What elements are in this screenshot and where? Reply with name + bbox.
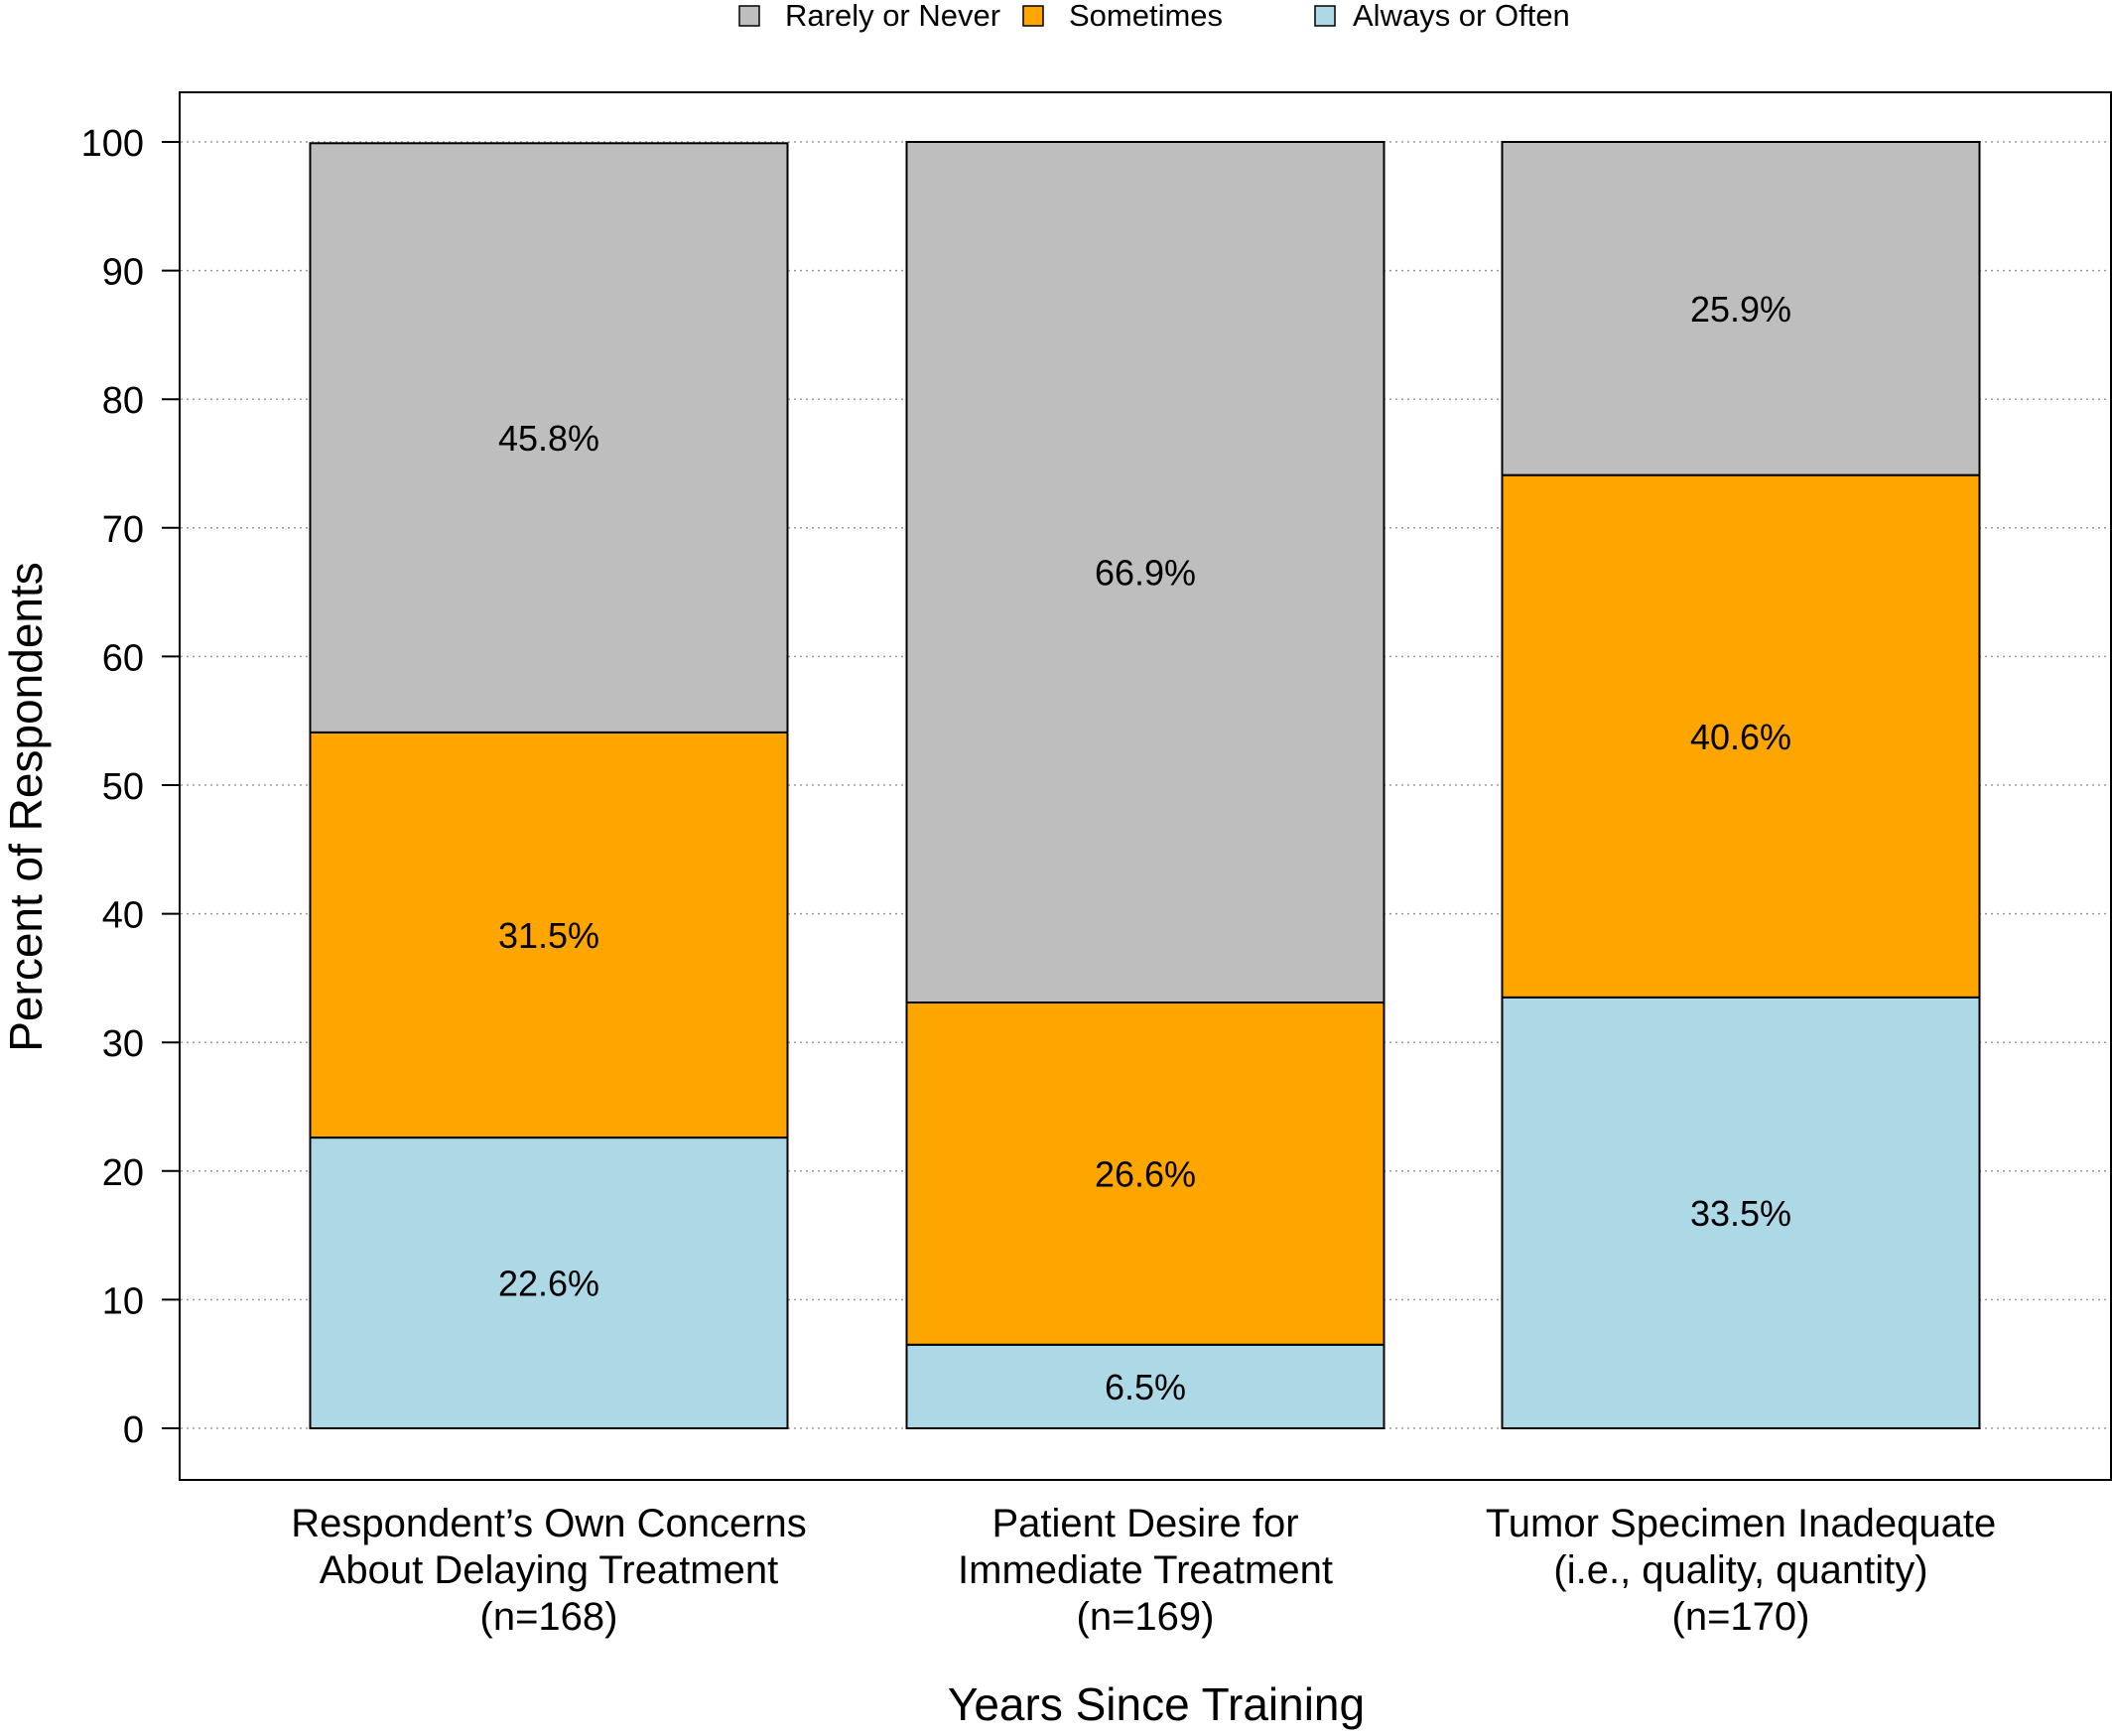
y-tick-label: 50 (102, 766, 144, 808)
bar-segment (1501, 473, 1981, 999)
x-tick-label: (n=169) (1077, 1595, 1215, 1639)
bar-segment (905, 1343, 1386, 1430)
data-label: 33.5% (1690, 1193, 1791, 1234)
data-label: 31.5% (498, 915, 599, 956)
bars: 22.6% 31.5% 45.8% 6.5% 26.6% 66.9% 33.5% 40.6% 2… (309, 141, 1981, 1430)
legend-label: Rarely or Never (785, 0, 1000, 33)
x-tick-label: Immediate Treatment (958, 1548, 1333, 1592)
legend-swatch (738, 5, 760, 27)
bar-segment (905, 141, 1386, 1004)
y-tick-label: 60 (102, 637, 144, 679)
data-label: 66.9% (1095, 553, 1196, 594)
x-tick-label: Patient Desire for (991, 1502, 1298, 1545)
y-axis-title: Percent of Respondents (0, 562, 52, 1052)
bar-segment (905, 1002, 1386, 1346)
data-label: 40.6% (1690, 717, 1791, 757)
x-tick-label: About Delaying Treatment (320, 1548, 778, 1592)
bar-segment (309, 142, 789, 734)
legend-swatch (1314, 5, 1336, 27)
data-label: 45.8% (498, 418, 599, 459)
y-tick-label: 20 (102, 1152, 144, 1194)
x-tick-label: Tumor Specimen Inadequate (1486, 1502, 1996, 1545)
bar-segment (1501, 996, 1981, 1430)
bar-segment (1501, 141, 1981, 476)
y-tick-label: 0 (123, 1409, 144, 1451)
x-tick-label: (n=168) (480, 1595, 618, 1639)
legend: Rarely or Never Sometimes Always or Often (738, 0, 1570, 33)
legend-label: Sometimes (1069, 0, 1223, 33)
y-tick-label: 80 (102, 380, 144, 422)
data-label: 25.9% (1690, 289, 1791, 330)
x-tick-label: (n=170) (1672, 1595, 1810, 1639)
y-tick-label: 70 (102, 509, 144, 551)
x-tick-label: (i.e., quality, quantity) (1553, 1548, 1927, 1592)
y-tick-label: 90 (102, 252, 144, 294)
data-label: 22.6% (498, 1264, 599, 1304)
x-tick-label: Respondent’s Own Concerns (291, 1502, 807, 1545)
bar-segment (309, 1136, 789, 1429)
bar-segment (309, 731, 789, 1139)
data-label: 6.5% (1105, 1367, 1186, 1407)
legend-swatch (1022, 5, 1044, 27)
data-label: 26.6% (1095, 1153, 1196, 1194)
y-tick-label: 10 (102, 1280, 144, 1322)
legend-label: Always or Often (1353, 0, 1570, 33)
y-tick-label: 100 (81, 123, 144, 165)
y-tick-label: 40 (102, 895, 144, 937)
y-axis: 0 10 20 30 40 50 60 70 80 90 100 (81, 123, 180, 1451)
x-axis-title: Years Since Training (948, 1678, 1365, 1730)
y-tick-label: 30 (102, 1023, 144, 1065)
